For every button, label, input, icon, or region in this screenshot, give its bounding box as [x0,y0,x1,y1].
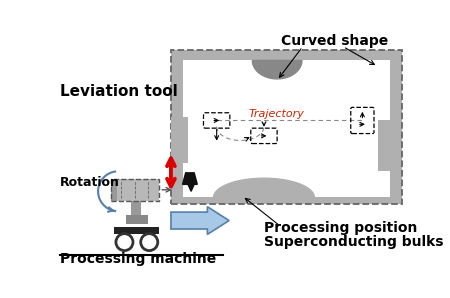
Text: Processing position: Processing position [264,221,417,235]
Text: Trajectory: Trajectory [248,109,304,119]
Bar [126,215,148,224]
Text: Leviation tool: Leviation tool [60,84,178,99]
Polygon shape [252,60,302,79]
Bar [131,201,141,215]
Circle shape [141,234,158,251]
Bar [378,120,390,170]
Bar [111,179,159,201]
Polygon shape [214,178,314,198]
Text: Superconducting bulks: Superconducting bulks [264,235,443,249]
Text: Curved shape: Curved shape [281,34,388,48]
Bar [171,117,188,163]
FancyArrow shape [171,207,229,235]
Polygon shape [183,173,197,184]
Polygon shape [188,184,194,191]
Bar [111,179,159,201]
Text: Processing machine: Processing machine [60,252,216,266]
Bar [111,179,117,201]
Bar [183,60,390,198]
Text: Rotation: Rotation [60,176,120,189]
Bar [171,50,402,204]
Bar [114,227,159,235]
Circle shape [116,234,133,251]
